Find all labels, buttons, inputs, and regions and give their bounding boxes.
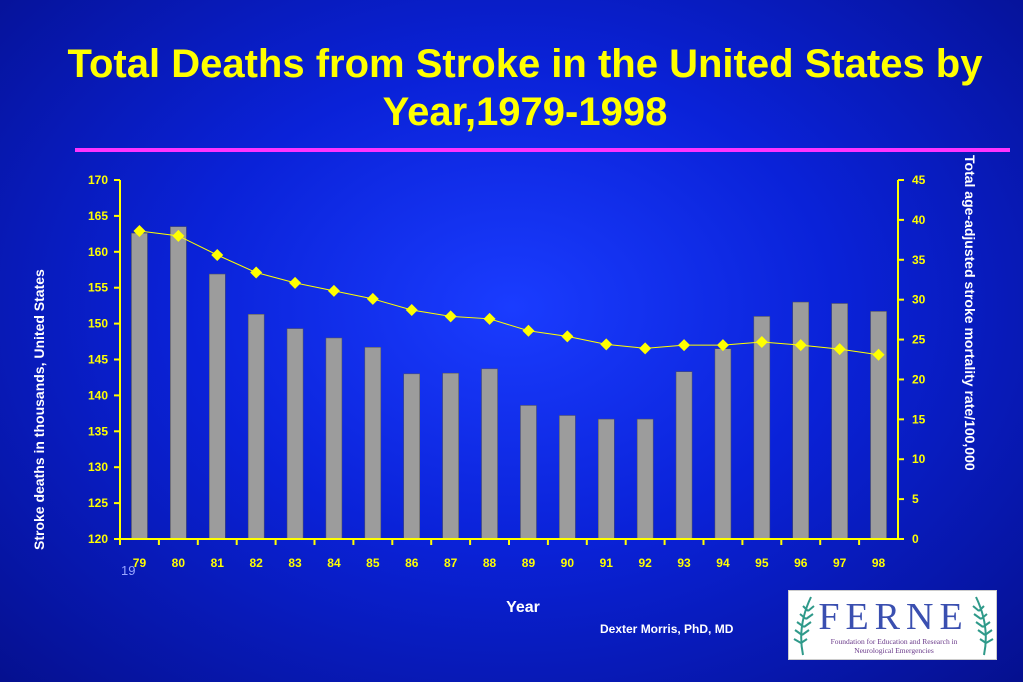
right-tick-label: 20 xyxy=(912,372,926,386)
bar-97 xyxy=(831,303,848,540)
bar-96 xyxy=(792,301,809,540)
logo-wordmark: FERNE xyxy=(818,596,969,638)
slide-number: 19 xyxy=(121,563,136,578)
right-tick-label: 0 xyxy=(912,532,919,546)
bar-87 xyxy=(442,372,459,540)
right-tick-label: 45 xyxy=(912,173,926,187)
x-tick-label: 90 xyxy=(561,556,575,570)
mortality-point-80 xyxy=(172,229,185,242)
mortality-point-83 xyxy=(289,276,302,289)
bar-82 xyxy=(247,314,265,540)
left-tick-label: 150 xyxy=(88,317,108,331)
x-tick-label: 92 xyxy=(638,556,652,570)
left-tick-label: 125 xyxy=(88,496,108,510)
x-tick-label: 85 xyxy=(366,556,380,570)
mortality-point-94 xyxy=(716,339,729,352)
bar-95 xyxy=(753,316,771,540)
bar-98 xyxy=(870,311,887,540)
right-axis-label: Total age-adjusted stroke mortality rate… xyxy=(962,155,978,471)
mortality-point-92 xyxy=(639,342,652,355)
mortality-rate-line xyxy=(139,230,879,356)
right-tick-label: 5 xyxy=(912,492,919,506)
x-tick-label: 93 xyxy=(677,556,691,570)
bar-90 xyxy=(559,415,576,540)
x-tick-label: 98 xyxy=(872,556,886,570)
author-credit: Dexter Morris, PhD, MD xyxy=(600,622,734,636)
left-axis-label: Stroke deaths in thousands, United State… xyxy=(31,269,47,550)
right-tick-label: 35 xyxy=(912,253,926,267)
x-tick-label: 82 xyxy=(249,556,263,570)
x-tick-label: 80 xyxy=(172,556,186,570)
title-divider xyxy=(75,148,1010,152)
left-tick-label: 145 xyxy=(88,353,108,367)
mortality-point-87 xyxy=(444,310,457,323)
bar-93 xyxy=(675,371,693,540)
fern-leaf-icon xyxy=(793,596,994,656)
logo-subtitle: Foundation for Education and Research in… xyxy=(830,637,958,655)
bar-84 xyxy=(325,337,343,540)
x-tick-label: 83 xyxy=(288,556,302,570)
x-tick-label: 87 xyxy=(444,556,458,570)
mortality-point-91 xyxy=(600,338,613,351)
x-tick-label: 97 xyxy=(833,556,847,570)
bar-92 xyxy=(636,418,654,540)
x-tick-label: 95 xyxy=(755,556,769,570)
mortality-point-93 xyxy=(678,339,691,352)
x-tick-label: 81 xyxy=(211,556,225,570)
mortality-point-81 xyxy=(211,248,224,261)
left-tick-label: 170 xyxy=(88,173,108,187)
ferne-logo: FERNE Foundation for Education and Resea… xyxy=(788,590,997,660)
right-tick-label: 15 xyxy=(912,412,926,426)
left-tick-label: 130 xyxy=(88,460,108,474)
mortality-point-88 xyxy=(483,312,496,325)
x-tick-label: 94 xyxy=(716,556,730,570)
x-tick-label: 91 xyxy=(600,556,614,570)
bar-88 xyxy=(481,368,498,540)
bar-89 xyxy=(520,405,537,540)
x-tick-label: 79 xyxy=(133,556,147,570)
mortality-point-89 xyxy=(522,324,535,337)
mortality-point-82 xyxy=(250,266,263,279)
right-tick-label: 40 xyxy=(912,213,926,227)
bar-94 xyxy=(714,348,732,540)
chart-title: Total Deaths from Stroke in the United S… xyxy=(67,42,983,134)
bar-79 xyxy=(131,232,148,540)
left-tick-label: 120 xyxy=(88,532,108,546)
left-tick-label: 135 xyxy=(88,424,108,438)
mortality-point-86 xyxy=(405,304,418,317)
x-tick-label: 84 xyxy=(327,556,341,570)
mortality-point-85 xyxy=(366,292,379,305)
mortality-point-97 xyxy=(833,343,846,356)
x-tick-label: 88 xyxy=(483,556,497,570)
mortality-point-79 xyxy=(133,225,146,238)
mortality-point-90 xyxy=(561,330,574,343)
bar-86 xyxy=(403,373,420,540)
left-tick-label: 155 xyxy=(88,281,108,295)
bar-80 xyxy=(170,226,187,540)
bar-81 xyxy=(209,273,226,540)
right-tick-label: 10 xyxy=(912,452,926,466)
mortality-point-84 xyxy=(327,284,340,297)
bar-91 xyxy=(598,418,615,540)
left-tick-label: 140 xyxy=(88,388,108,402)
x-tick-label: 96 xyxy=(794,556,808,570)
left-tick-label: 165 xyxy=(88,209,108,223)
left-tick-label: 160 xyxy=(88,245,108,259)
right-tick-label: 30 xyxy=(912,293,926,307)
bar-85 xyxy=(364,347,382,540)
x-tick-label: 89 xyxy=(522,556,536,570)
mortality-point-98 xyxy=(872,348,885,361)
x-tick-label: 86 xyxy=(405,556,419,570)
x-axis-label: Year xyxy=(506,599,540,616)
mortality-point-96 xyxy=(794,339,807,352)
bar-83 xyxy=(286,328,304,540)
right-tick-label: 25 xyxy=(912,333,926,347)
mortality-point-95 xyxy=(755,335,768,348)
